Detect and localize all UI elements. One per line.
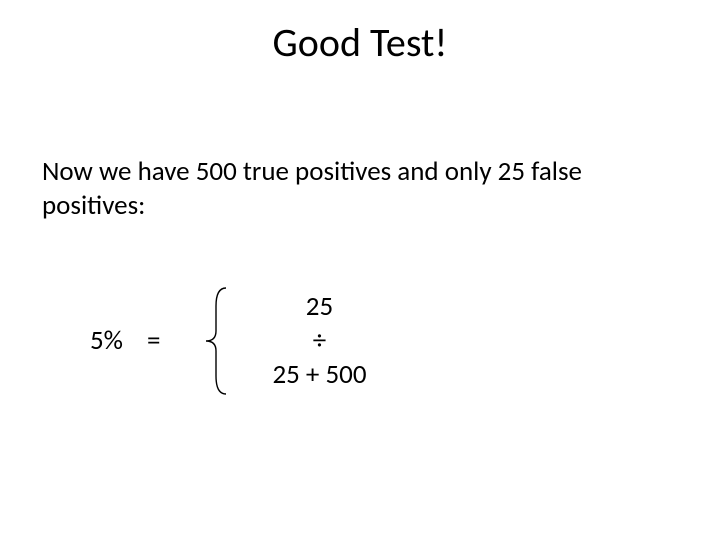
equation: 5% = 25 ÷ 25 + 500 — [90, 286, 367, 396]
fraction: 25 ÷ 25 + 500 — [272, 290, 366, 391]
division-operator: ÷ — [313, 324, 326, 358]
equation-result: 5% — [90, 325, 123, 357]
equals-sign: = — [147, 325, 160, 357]
denominator: 25 + 500 — [272, 358, 366, 392]
numerator: 25 — [306, 290, 333, 324]
left-brace-icon — [202, 286, 230, 396]
body-text: Now we have 500 true positives and only … — [42, 155, 652, 223]
slide-title: Good Test! — [0, 18, 720, 67]
slide: Good Test! Now we have 500 true positive… — [0, 0, 720, 540]
